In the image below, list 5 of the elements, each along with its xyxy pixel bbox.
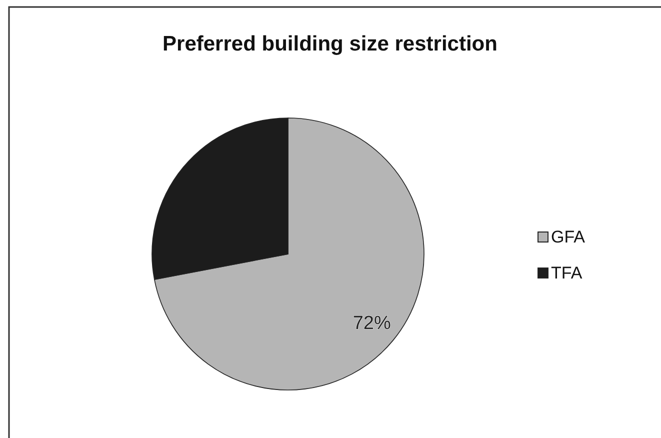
legend-label: GFA — [551, 228, 586, 246]
chart-title: Preferred building size restriction — [162, 32, 498, 56]
legend-label: TFA — [551, 264, 583, 282]
data-label: 72% — [352, 312, 391, 334]
pie-slice — [154, 118, 424, 390]
